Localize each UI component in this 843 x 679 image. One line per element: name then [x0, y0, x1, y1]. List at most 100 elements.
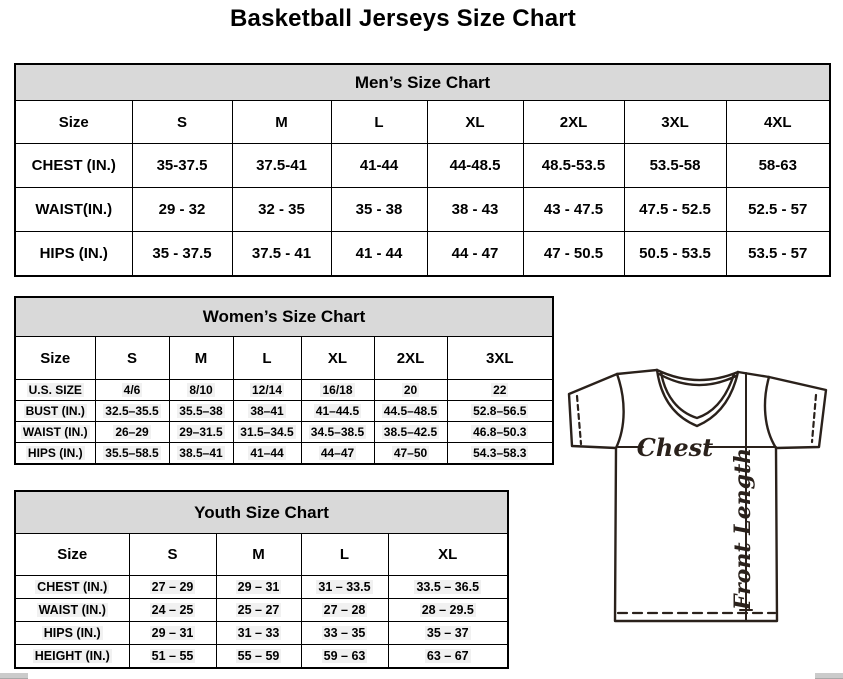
cell: 31.5–34.5 — [232, 421, 302, 443]
cell: 52.8–56.5 — [446, 400, 554, 422]
front-length-label: Front Length — [730, 448, 756, 611]
youth-size-chart-table: Youth Size Chart Size S M L XL CHEST (IN… — [14, 490, 510, 669]
cell: 44 - 47 — [426, 231, 524, 277]
row-label: BUST (IN.) — [14, 400, 96, 422]
cell: 33 – 35 — [300, 621, 389, 645]
mens-header-row: Size S M L XL 2XL 3XL 4XL — [14, 100, 831, 144]
cell: 58-63 — [725, 143, 831, 188]
mens-col-xl: XL — [426, 100, 524, 144]
cell: 38.5–41 — [168, 442, 234, 465]
table-row-womens-waist: WAIST (IN.) 26–29 29–31.5 31.5–34.5 34.5… — [14, 421, 554, 443]
cell: 29 - 32 — [131, 187, 233, 232]
row-label: HIPS (IN.) — [14, 231, 133, 277]
jersey-vneck-inner — [659, 370, 736, 420]
cell: 44–47 — [300, 442, 375, 465]
row-label: CHEST (IN.) — [14, 143, 133, 188]
table-row-womens-bust: BUST (IN.) 32.5–35.5 35.5–38 38–41 41–44… — [14, 400, 554, 422]
youth-header-row: Size S M L XL — [14, 533, 509, 576]
womens-col-l: L — [232, 336, 302, 380]
cell: 41 - 44 — [330, 231, 428, 277]
mens-col-4xl: 4XL — [725, 100, 831, 144]
womens-col-m: M — [168, 336, 234, 380]
cell: 51 – 55 — [128, 644, 217, 669]
youth-col-l: L — [300, 533, 389, 576]
cell: 27 – 28 — [300, 598, 389, 622]
womens-col-size: Size — [14, 336, 96, 380]
jersey-shoulder-left — [615, 368, 659, 376]
cell: 25 – 27 — [215, 598, 302, 622]
row-label: HEIGHT (IN.) — [14, 644, 130, 669]
cell: 20 — [373, 379, 448, 401]
womens-header-row: Size S M L XL 2XL 3XL — [14, 336, 554, 380]
table-row-womens-hips: HIPS (IN.) 35.5–58.5 38.5–41 41–44 44–47… — [14, 442, 554, 465]
womens-col-2xl: 2XL — [373, 336, 448, 380]
table-row-youth-hips: HIPS (IN.) 29 – 31 31 – 33 33 – 35 35 – … — [14, 621, 509, 645]
cell: 4/6 — [94, 379, 170, 401]
row-label: U.S. SIZE — [14, 379, 96, 401]
womens-col-s: S — [94, 336, 170, 380]
cell: 32.5–35.5 — [94, 400, 170, 422]
youth-col-xl: XL — [387, 533, 509, 576]
mens-col-3xl: 3XL — [623, 100, 727, 144]
table-row-mens-waist: WAIST(IN.) 29 - 32 32 - 35 35 - 38 38 - … — [14, 187, 831, 232]
womens-size-chart-table: Women’s Size Chart Size S M L XL 2XL 3XL… — [14, 296, 555, 465]
cell: 24 – 25 — [128, 598, 217, 622]
cell: 44-48.5 — [426, 143, 524, 188]
cell: 63 – 67 — [387, 644, 509, 669]
cell: 34.5–38.5 — [300, 421, 375, 443]
cell: 35.5–38 — [168, 400, 234, 422]
cell: 47–50 — [373, 442, 448, 465]
mens-col-size: Size — [14, 100, 133, 144]
table-row-mens-chest: CHEST (IN.) 35-37.5 37.5-41 41-44 44-48.… — [14, 143, 831, 188]
cell: 37.5 - 41 — [231, 231, 332, 277]
table-row-youth-height: HEIGHT (IN.) 51 – 55 55 – 59 59 – 63 63 … — [14, 644, 509, 669]
page-title: Basketball Jerseys Size Chart — [230, 5, 576, 32]
jersey-seam-right — [763, 375, 778, 450]
table-row-womens-ussize: U.S. SIZE 4/6 8/10 12/14 16/18 20 22 — [14, 379, 554, 401]
cell: 50.5 - 53.5 — [623, 231, 727, 277]
table-row-mens-hips: HIPS (IN.) 35 - 37.5 37.5 - 41 41 - 44 4… — [14, 231, 831, 277]
cell: 29–31.5 — [168, 421, 234, 443]
row-label: WAIST(IN.) — [14, 187, 133, 232]
cropped-ui-fragment-right — [815, 673, 843, 679]
mens-col-2xl: 2XL — [522, 100, 625, 144]
mens-chart-title: Men’s Size Chart — [14, 63, 831, 101]
cell: 53.5-58 — [623, 143, 727, 188]
cell: 26–29 — [94, 421, 170, 443]
cell: 38 - 43 — [426, 187, 524, 232]
table-row-youth-waist: WAIST (IN.) 24 – 25 25 – 27 27 – 28 28 –… — [14, 598, 509, 622]
youth-col-size: Size — [14, 533, 130, 576]
youth-chart-title: Youth Size Chart — [14, 490, 509, 534]
jersey-sleeve-right — [767, 375, 828, 450]
jersey-body — [613, 446, 779, 623]
mens-size-chart-table: Men’s Size Chart Size S M L XL 2XL 3XL 4… — [14, 63, 832, 277]
row-label: CHEST (IN.) — [14, 575, 130, 599]
cell: 52.5 - 57 — [725, 187, 831, 232]
cell: 22 — [446, 379, 554, 401]
jersey-collar-arc-outer — [655, 368, 740, 382]
cell: 59 – 63 — [300, 644, 389, 669]
cropped-ui-fragment-left — [0, 673, 28, 679]
cell: 31 – 33.5 — [300, 575, 389, 599]
cell: 35 - 38 — [330, 187, 428, 232]
womens-col-3xl: 3XL — [446, 336, 554, 380]
jersey-cuff-left-dashed — [575, 394, 583, 446]
cell: 37.5-41 — [231, 143, 332, 188]
cell: 54.3–58.3 — [446, 442, 554, 465]
cell: 53.5 - 57 — [725, 231, 831, 277]
mens-col-m: M — [231, 100, 332, 144]
row-label: HIPS (IN.) — [14, 442, 96, 465]
cell: 55 – 59 — [215, 644, 302, 669]
mens-col-s: S — [131, 100, 233, 144]
cell: 48.5-53.5 — [522, 143, 625, 188]
cell: 35 – 37 — [387, 621, 509, 645]
jersey-sleeve-left — [567, 372, 619, 450]
jersey-measurement-diagram: Chest Front Length — [567, 368, 828, 623]
cell: 44.5–48.5 — [373, 400, 448, 422]
cell: 28 – 29.5 — [387, 598, 509, 622]
cell: 47.5 - 52.5 — [623, 187, 727, 232]
cell: 38.5–42.5 — [373, 421, 448, 443]
cell: 41–44 — [232, 442, 302, 465]
cell: 47 - 50.5 — [522, 231, 625, 277]
